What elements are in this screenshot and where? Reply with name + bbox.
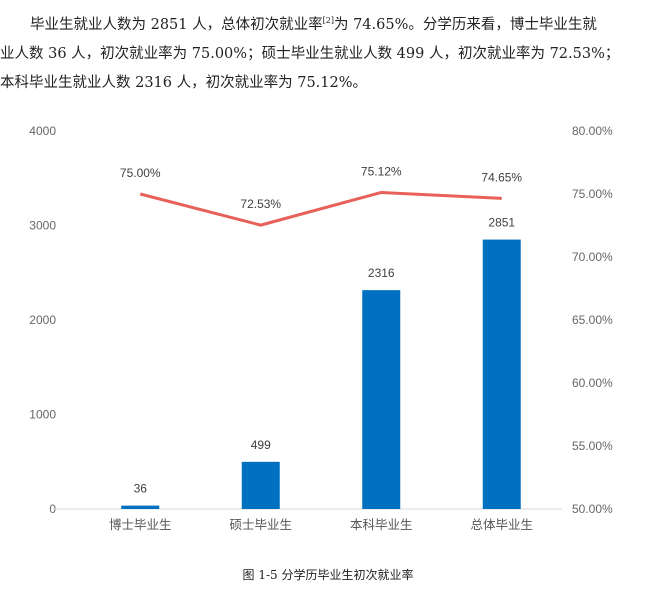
- text: 为 74.65%。分学历来看，博士毕业生就: [333, 16, 597, 33]
- left-axis-tick: 0: [49, 502, 56, 516]
- left-axis-tick: 3000: [29, 219, 56, 233]
- bar[interactable]: [482, 239, 521, 509]
- right-axis-tick: 75.00%: [572, 187, 613, 201]
- text: 毕业生就业人数为 2851 人，总体初次就业率: [30, 16, 323, 33]
- left-axis-tick: 2000: [29, 313, 56, 327]
- text: 业人数 36 人，初次就业率为 75.00%；硕士毕业生就业人数 499 人，初…: [0, 45, 620, 62]
- left-axis-tick: 1000: [29, 408, 56, 422]
- line-label: 75.00%: [120, 166, 161, 180]
- right-axis-tick: 60.00%: [572, 376, 613, 390]
- bar-label: 499: [251, 438, 271, 452]
- category-label: 本科毕业生: [350, 517, 413, 532]
- bar[interactable]: [241, 461, 280, 509]
- line-label: 74.65%: [481, 170, 522, 184]
- right-axis-tick: 55.00%: [572, 439, 613, 453]
- bar[interactable]: [121, 505, 160, 509]
- footnote-ref[interactable]: [2]: [322, 16, 334, 25]
- bar-label: 2316: [368, 266, 395, 280]
- summary-paragraph: 毕业生就业人数为 2851 人，总体初次就业率[2]为 74.65%。分学历来看…: [0, 6, 656, 98]
- right-axis-tick: 80.00%: [572, 124, 613, 138]
- text: 本科毕业生就业人数 2316 人，初次就业率为 75.12%。: [0, 74, 368, 91]
- category-label: 硕士毕业生: [229, 517, 292, 532]
- right-axis-tick: 50.00%: [572, 502, 613, 516]
- category-label: 博士毕业生: [109, 517, 172, 532]
- left-axis-tick: 4000: [29, 124, 56, 138]
- line-label: 75.12%: [361, 164, 402, 178]
- right-axis-tick: 65.00%: [572, 313, 613, 327]
- rate-line[interactable]: [139, 190, 502, 227]
- bar[interactable]: [362, 290, 401, 509]
- figure-caption: 图 1-5 分学历毕业生初次就业率: [242, 568, 414, 582]
- category-label: 总体毕业生: [470, 517, 533, 532]
- right-axis-tick: 70.00%: [572, 250, 613, 264]
- bar-label: 36: [134, 482, 148, 496]
- line-label: 72.53%: [240, 197, 281, 211]
- bar-label: 2851: [488, 216, 515, 230]
